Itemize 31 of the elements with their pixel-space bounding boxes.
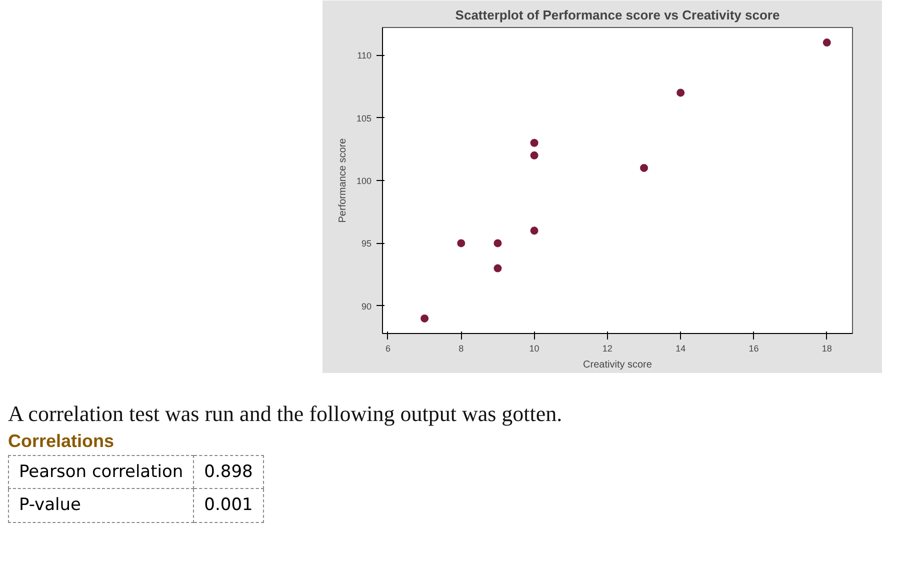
x-axis-title: Creativity score (583, 360, 652, 370)
x-tick-label: 8 (458, 344, 464, 354)
point (530, 151, 538, 160)
text: A correlation test was run and the following output was gotten. (8, 400, 562, 428)
text: 0.898 (194, 456, 264, 489)
point (457, 239, 466, 248)
point (494, 239, 502, 248)
point (530, 138, 538, 147)
y-axis-title: Performance score (337, 138, 348, 223)
x-tick-label: 16 (748, 344, 759, 354)
text: 0.001 (194, 488, 264, 522)
y-tick-label: 90 (361, 301, 372, 312)
point (676, 88, 685, 97)
x-tick-label: 6 (385, 344, 390, 354)
y-tick-label: 105 (356, 113, 372, 124)
text: P-value (8, 488, 194, 522)
x-tick-label: 12 (602, 344, 612, 354)
y-tick-label: 95 (361, 238, 372, 249)
point (420, 314, 429, 322)
point (640, 164, 648, 172)
text: Pearson correlation (8, 456, 194, 489)
chart-title: Scatterplot of Performance score vs Creativity score (455, 8, 780, 22)
point (530, 226, 538, 235)
text: Correlations (8, 430, 116, 454)
point (822, 38, 831, 47)
y-tick-label: 110 (357, 50, 372, 61)
y-tick-label: 100 (356, 176, 372, 186)
x-tick-label: 10 (529, 344, 540, 354)
x-tick-label: 14 (676, 344, 686, 354)
point (494, 264, 502, 272)
x-tick-label: 18 (822, 344, 832, 354)
